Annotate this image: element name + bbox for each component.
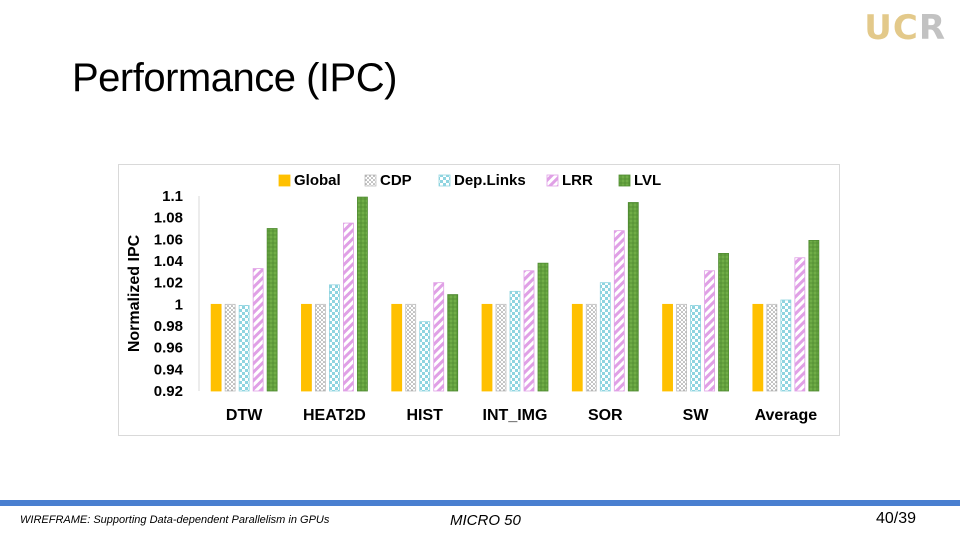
legend-swatch xyxy=(364,174,377,187)
legend-item: CDP xyxy=(364,172,412,189)
legend-item: LVL xyxy=(618,172,661,189)
page-number: 40/39 xyxy=(876,510,917,527)
footer-paper-title: WIREFRAME: Supporting Data-dependent Par… xyxy=(20,514,330,526)
bar xyxy=(752,303,764,392)
y-tick-label: 0.96 xyxy=(154,340,183,357)
footer-venue: MICRO 50 xyxy=(450,512,521,529)
bar xyxy=(537,262,549,392)
bar xyxy=(690,305,701,392)
bar xyxy=(419,321,431,392)
y-tick-label: 0.92 xyxy=(154,383,183,400)
chart-frame: Global CDP Dep.Links LRR LVL 0.92 0.94 0.96 0.9… xyxy=(118,164,840,436)
legend-label: LRR xyxy=(562,172,593,189)
legend-swatch xyxy=(618,174,631,187)
y-tick-label: 1.06 xyxy=(154,231,183,248)
slide-title: Performance (IPC) xyxy=(72,56,397,100)
logo-letter-r: R xyxy=(918,8,946,48)
y-tick-label: 1.08 xyxy=(154,210,183,227)
legend-swatch xyxy=(438,174,451,187)
bar xyxy=(433,282,445,392)
bar xyxy=(718,253,729,392)
legend-label: LVL xyxy=(634,172,661,189)
legend-label: CDP xyxy=(380,172,412,189)
legend-item: LRR xyxy=(546,172,593,189)
bar xyxy=(676,303,687,392)
y-axis-title: Normalized IPC xyxy=(126,234,143,352)
bar xyxy=(766,303,778,392)
bar xyxy=(224,303,236,392)
y-tick-label: 0.94 xyxy=(154,361,184,378)
x-tick-label: SW xyxy=(683,407,710,424)
legend-label: Dep.Links xyxy=(454,172,526,189)
legend-swatch xyxy=(278,174,291,187)
bar xyxy=(252,268,264,392)
x-tick-label: HIST xyxy=(406,407,443,424)
bar xyxy=(808,240,820,392)
ipc-bar-chart: Global CDP Dep.Links LRR LVL 0.920.940.960.9… xyxy=(126,172,820,424)
logo-letter-c: C xyxy=(892,8,919,48)
bar xyxy=(266,228,278,392)
x-tick-label: INT_IMG xyxy=(483,407,548,424)
legend-item: Dep.Links xyxy=(438,172,526,189)
bar xyxy=(329,284,340,392)
legend-item: Global xyxy=(278,172,341,189)
chart-legend: Global CDP Dep.Links LRR LVL xyxy=(278,172,661,189)
legend-label: Global xyxy=(294,172,341,189)
y-tick-label: 0.98 xyxy=(154,318,183,335)
bar xyxy=(210,303,222,392)
x-tick-label: SOR xyxy=(588,407,623,424)
bar xyxy=(780,299,792,392)
bar xyxy=(613,230,625,392)
y-tick-label: 1.1 xyxy=(162,188,183,205)
footer-rule xyxy=(0,500,960,506)
bar xyxy=(447,294,459,392)
bar xyxy=(599,282,611,392)
y-tick-label: 1 xyxy=(175,296,183,313)
bar xyxy=(481,303,493,392)
bar xyxy=(704,270,715,392)
bar xyxy=(238,305,250,392)
bar xyxy=(315,303,326,392)
bar xyxy=(357,196,368,392)
logo-letter-u: U xyxy=(864,8,893,48)
y-tick-label: 1.02 xyxy=(154,275,183,292)
bar xyxy=(301,303,312,392)
ucr-logo: UCR xyxy=(864,8,946,48)
bar xyxy=(495,303,507,392)
bar xyxy=(391,303,403,392)
bar xyxy=(662,303,673,392)
legend-swatch xyxy=(546,174,559,187)
x-tick-label: Average xyxy=(755,407,818,424)
bar xyxy=(794,257,806,392)
bar xyxy=(523,270,535,392)
bar xyxy=(509,290,521,392)
x-tick-label: DTW xyxy=(226,407,263,424)
plot-area: 0.92 0.94 0.96 0.98 1 1.02 1.04 1.06 1.08 1.1 Norm… xyxy=(126,188,820,424)
y-tick-label: 1.04 xyxy=(154,253,184,270)
bar xyxy=(405,303,417,392)
bar xyxy=(585,303,597,392)
bar xyxy=(343,222,354,392)
x-tick-label: HEAT2D xyxy=(303,407,366,424)
bar xyxy=(571,303,583,392)
bar xyxy=(627,202,639,392)
